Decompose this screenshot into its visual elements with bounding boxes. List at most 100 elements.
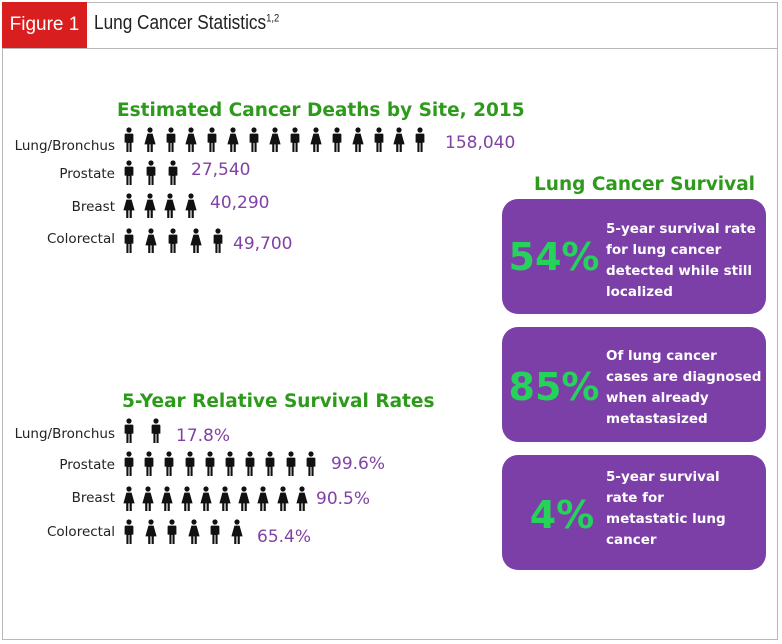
rates-person-icon (151, 418, 161, 443)
deaths-person-icon (415, 127, 425, 152)
survival-rates-chart-title: 5-Year Relative Survival Rates (122, 391, 435, 412)
rates-person-icon (210, 519, 220, 544)
rates-person-icon (164, 451, 174, 476)
survival-box-metastasized: 85% Of lung cancer cases are diagnosed w… (502, 327, 766, 442)
deaths-person-icon (124, 160, 134, 185)
survival-box-line: cancer (606, 532, 657, 548)
figure-title-superscript: 1,2 (266, 12, 280, 25)
deaths-label-prostate: Prostate (59, 166, 115, 182)
rates-person-icon (124, 451, 134, 476)
rates-person-icon (200, 486, 212, 511)
rates-label-prostate: Prostate (59, 457, 115, 473)
rates-person-icon (187, 519, 200, 544)
survival-box-metastatic: 4% 5-year survival rate for metastatic l… (502, 455, 766, 570)
deaths-person-icon (268, 127, 281, 152)
deaths-person-icon (145, 228, 157, 253)
deaths-person-icon (374, 127, 383, 152)
deaths-chart-title: Estimated Cancer Deaths by Site, 2015 (117, 100, 525, 121)
rates-person-icon (245, 451, 255, 476)
survival-box-line: rate for (606, 490, 664, 506)
rates-label-colorectal: Colorectal (47, 524, 115, 540)
rates-person-icon (296, 486, 308, 511)
deaths-label-breast: Breast (71, 199, 115, 215)
survival-box-percent: 4% (529, 493, 595, 537)
survival-box-line: metastatic lung (606, 511, 726, 527)
deaths-person-icon (124, 228, 134, 253)
deaths-person-icon (168, 228, 178, 253)
rates-person-icon (123, 486, 135, 511)
rates-person-icon (180, 486, 193, 511)
survival-box-line: metastasized (606, 411, 708, 427)
figure-tag: Figure 1 (2, 2, 87, 48)
deaths-person-icon (143, 193, 156, 218)
deaths-person-icon (352, 127, 364, 152)
deaths-person-icon (144, 127, 156, 152)
rates-person-icon (124, 418, 134, 443)
deaths-value-lung: 158,040 (445, 133, 516, 153)
deaths-person-icon (185, 127, 197, 152)
figure-title-text: Lung Cancer Statistics (94, 12, 267, 34)
rates-person-icon (124, 519, 134, 544)
rates-value-breast: 90.5% (316, 489, 371, 509)
deaths-person-icon (124, 127, 134, 152)
figure-title: Lung Cancer Statistics1,2 (94, 12, 279, 35)
deaths-person-icon (189, 228, 202, 253)
deaths-person-icon (164, 193, 176, 218)
rates-person-icon (219, 486, 231, 511)
deaths-person-icon (184, 193, 197, 218)
deaths-person-icon (146, 160, 156, 185)
survival-panel-title: Lung Cancer Survival (534, 174, 756, 195)
survival-box-line: Of lung cancer (606, 348, 717, 364)
survival-box-line: when already (606, 390, 709, 406)
rates-person-icon (142, 486, 154, 511)
deaths-person-icon (290, 127, 300, 152)
deaths-person-icon (207, 127, 217, 152)
survival-box-line: 5-year survival rate (606, 221, 756, 237)
deaths-person-icon (166, 127, 175, 152)
survival-box-percent: 85% (508, 365, 600, 409)
deaths-person-icon (213, 228, 223, 253)
rates-person-icon (276, 486, 289, 511)
figure-header: Figure 1 Lung Cancer Statistics1,2 (2, 2, 778, 49)
rates-person-icon (185, 451, 194, 476)
deaths-person-icon (332, 127, 342, 152)
rates-person-icon (225, 451, 235, 476)
rates-person-icon (257, 486, 269, 511)
rates-person-icon (306, 451, 316, 476)
deaths-person-icon (227, 127, 239, 152)
survival-box-percent: 54% (508, 235, 600, 279)
deaths-value-colorectal: 49,700 (233, 234, 293, 254)
survival-box-line: localized (606, 284, 673, 300)
rates-label-lung: Lung/Bronchus (14, 426, 115, 442)
deaths-person-icon (249, 127, 259, 152)
survival-box-line: 5-year survival (606, 469, 720, 485)
deaths-person-icon (168, 160, 178, 185)
deaths-person-icon (393, 127, 405, 152)
survival-box-line: for lung cancer (606, 242, 722, 258)
survival-box-text: 5-year survival rate for metastatic lung… (606, 467, 762, 551)
survival-box-text: 5-year survival rate for lung cancer det… (606, 219, 762, 303)
survival-box-localized: 54% 5-year survival rate for lung cancer… (502, 199, 766, 314)
rates-value-prostate: 99.6% (331, 454, 386, 474)
survival-box-line: detected while still (606, 263, 752, 279)
rates-value-lung: 17.8% (176, 426, 231, 446)
rates-person-icon (205, 451, 215, 476)
rates-value-colorectal: 65.4% (257, 527, 312, 547)
survival-box-line: cases are diagnosed (606, 369, 762, 385)
rates-person-icon (167, 519, 177, 544)
rates-person-icon (161, 486, 173, 511)
deaths-value-prostate: 27,540 (191, 160, 251, 180)
rates-person-icon (265, 451, 275, 476)
rates-person-icon (144, 451, 154, 476)
deaths-value-breast: 40,290 (210, 193, 270, 213)
deaths-person-icon (123, 193, 135, 218)
rates-label-breast: Breast (71, 490, 115, 506)
survival-box-text: Of lung cancer cases are diagnosed when … (606, 346, 762, 430)
deaths-label-lung: Lung/Bronchus (14, 138, 115, 154)
rates-person-icon (238, 486, 250, 511)
deaths-person-icon (310, 127, 322, 152)
rates-person-icon (230, 519, 243, 544)
rates-person-icon (144, 519, 157, 544)
deaths-label-colorectal: Colorectal (47, 231, 115, 247)
rates-person-icon (286, 451, 295, 476)
